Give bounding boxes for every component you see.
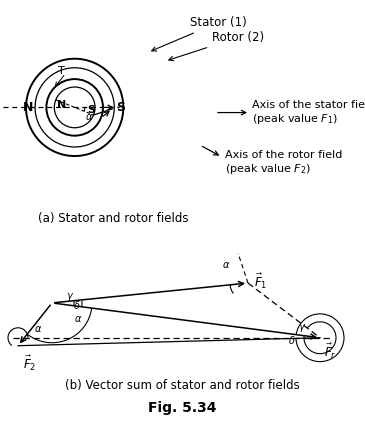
Text: T: T — [58, 66, 65, 76]
Text: $\gamma$: $\gamma$ — [66, 291, 74, 303]
Text: (b) Vector sum of stator and rotor fields: (b) Vector sum of stator and rotor field… — [65, 379, 299, 392]
Text: (a) Stator and rotor fields: (a) Stator and rotor fields — [38, 212, 188, 225]
Text: Stator (1): Stator (1) — [152, 16, 246, 51]
Text: $\delta$: $\delta$ — [73, 299, 81, 311]
Text: Rotor (2): Rotor (2) — [169, 31, 264, 61]
Text: S: S — [116, 101, 126, 114]
Text: N: N — [57, 101, 67, 111]
Text: $\delta$: $\delta$ — [288, 334, 296, 346]
Text: Fig. 5.34: Fig. 5.34 — [148, 401, 217, 415]
Text: $\vec{F}_1$: $\vec{F}_1$ — [254, 271, 268, 291]
Text: $\gamma$: $\gamma$ — [298, 322, 306, 334]
Text: $\vec{F}_2$: $\vec{F}_2$ — [23, 354, 36, 373]
Text: $\alpha$: $\alpha$ — [85, 112, 93, 122]
Text: Axis of the rotor field
(peak value $F_2$): Axis of the rotor field (peak value $F_2… — [225, 150, 342, 176]
Text: $\alpha$: $\alpha$ — [34, 324, 42, 334]
Text: N: N — [22, 101, 33, 114]
Text: Axis of the stator field
(peak value $F_1$): Axis of the stator field (peak value $F_… — [252, 99, 365, 126]
Text: $\alpha$: $\alpha$ — [222, 260, 230, 270]
Text: S: S — [88, 105, 96, 115]
Text: $\alpha$: $\alpha$ — [74, 314, 82, 324]
Text: $\vec{F}_r$: $\vec{F}_r$ — [324, 342, 337, 361]
